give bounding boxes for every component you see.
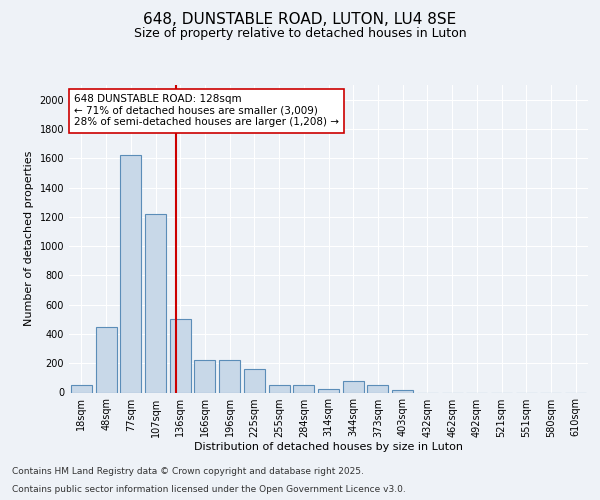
- Bar: [170, 320, 191, 392]
- Bar: [318, 389, 339, 392]
- Bar: [145, 214, 166, 392]
- Bar: [343, 381, 364, 392]
- Bar: [392, 390, 413, 392]
- Text: Size of property relative to detached houses in Luton: Size of property relative to detached ho…: [134, 28, 466, 40]
- X-axis label: Distribution of detached houses by size in Luton: Distribution of detached houses by size …: [194, 442, 463, 452]
- Bar: [95, 326, 116, 392]
- Text: Contains public sector information licensed under the Open Government Licence v3: Contains public sector information licen…: [12, 485, 406, 494]
- Text: 648, DUNSTABLE ROAD, LUTON, LU4 8SE: 648, DUNSTABLE ROAD, LUTON, LU4 8SE: [143, 12, 457, 28]
- Bar: [293, 385, 314, 392]
- Y-axis label: Number of detached properties: Number of detached properties: [24, 151, 34, 326]
- Bar: [194, 360, 215, 392]
- Bar: [71, 385, 92, 392]
- Bar: [244, 369, 265, 392]
- Bar: [219, 360, 240, 392]
- Text: 648 DUNSTABLE ROAD: 128sqm
← 71% of detached houses are smaller (3,009)
28% of s: 648 DUNSTABLE ROAD: 128sqm ← 71% of deta…: [74, 94, 339, 128]
- Bar: [367, 385, 388, 392]
- Bar: [269, 385, 290, 392]
- Text: Contains HM Land Registry data © Crown copyright and database right 2025.: Contains HM Land Registry data © Crown c…: [12, 467, 364, 476]
- Bar: [120, 156, 141, 392]
